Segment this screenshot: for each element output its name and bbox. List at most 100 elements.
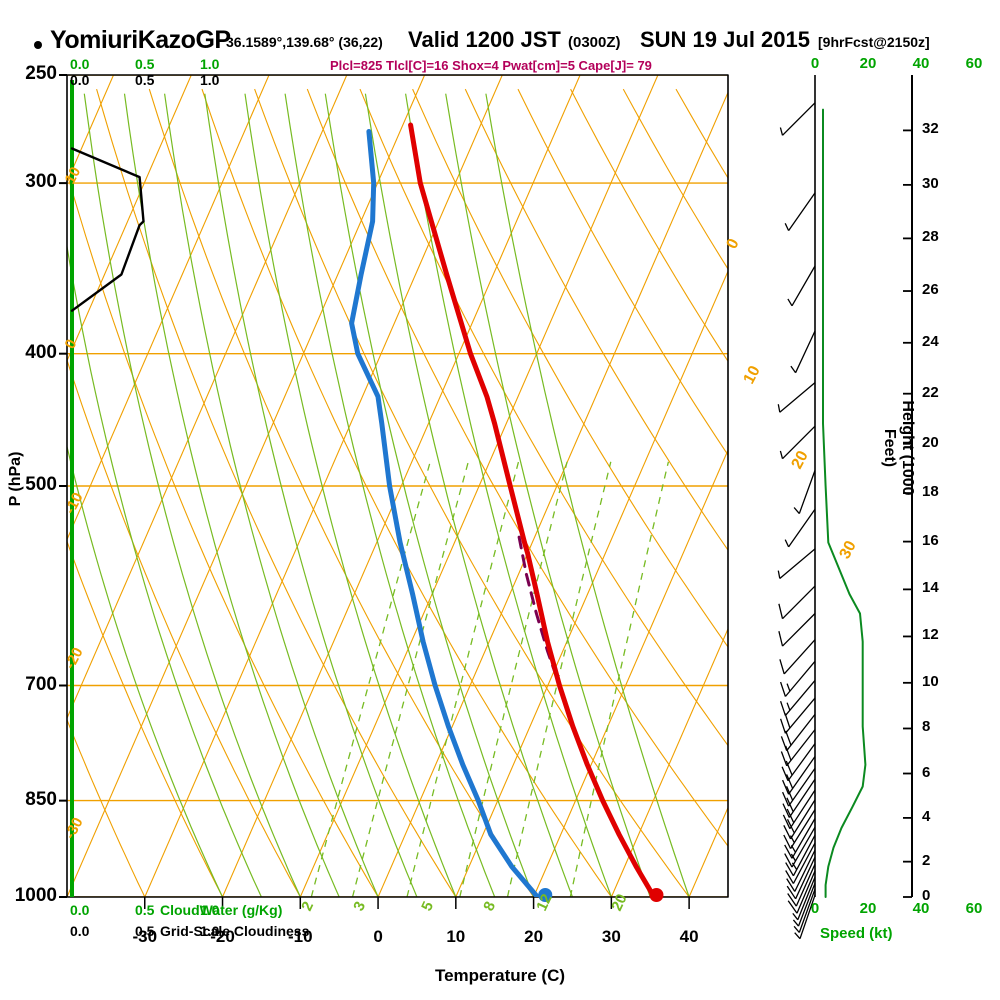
dry-adiabat-100 [570, 88, 728, 363]
saturated-adiabat-0 [164, 93, 379, 897]
saturated-adiabat-25 [364, 93, 574, 897]
wind-barb-shaft [797, 882, 816, 927]
temperature-curve [408, 122, 657, 897]
wind-barb-shaft [789, 789, 816, 830]
cloudiness-tick-bottom-2: 1.0 [200, 923, 220, 939]
wind-barb-shaft [798, 470, 816, 514]
wind-barb-full [782, 803, 790, 818]
wind-barb-shaft [791, 265, 816, 307]
dry-adiabat-50 [306, 88, 728, 847]
mixing-ratio-label-3: 3 [350, 899, 369, 914]
wind-barb-full [778, 603, 784, 619]
wind-barb-full [779, 718, 787, 734]
dry-adiabat-150 [834, 89, 1000, 897]
temperature-tick-0: 0 [373, 927, 383, 946]
isotherm-10 [455, 269, 728, 897]
height-tick-label-20: 20 [922, 433, 939, 451]
wind-barb-shaft [796, 870, 816, 914]
speed-axis-title: Speed (kt) [820, 925, 893, 942]
wind-barb-half [787, 298, 793, 307]
wind-barb-full [784, 844, 793, 859]
mixing-ratio-20 [569, 461, 670, 897]
wind-barb-full [786, 797, 794, 812]
wind-barb-full [785, 730, 792, 746]
wind-barb-full [785, 745, 792, 761]
station-coordinates: 36.1589°,139.68° (36,22) [226, 34, 383, 50]
wind-barb-shaft [797, 876, 816, 921]
temperature-tick-40: 40 [679, 927, 699, 946]
cloudiness-tick-top-0: 0.0 [70, 72, 90, 88]
cloudwater-tick-bottom-1: 0.5 [135, 902, 155, 918]
wind-barb-full [779, 659, 785, 675]
wind-barb-full [785, 862, 794, 877]
wind-barb-shaft [779, 382, 816, 413]
speed-tick-top-20: 20 [859, 55, 877, 72]
wind-barb-full [783, 825, 792, 840]
height-tick-label-28: 28 [922, 228, 939, 246]
saturated-adiabat-40 [485, 93, 690, 897]
saturated-adiabat-35 [445, 93, 651, 897]
pressure-tick-850: 850 [25, 788, 57, 810]
wind-barb-half [789, 835, 795, 844]
mixing-ratio-label-8: 8 [480, 899, 499, 914]
isotherm--70 [67, 75, 192, 363]
height-tick-label-26: 26 [922, 281, 939, 299]
wind-barb-shaft [786, 714, 816, 752]
wind-barb-half [777, 570, 781, 579]
valid-date: SUN 19 Jul 2015 [640, 27, 810, 52]
dry-adiabat-70 [412, 88, 728, 648]
height-tick-label-2: 2 [922, 851, 931, 869]
wind-barb-shaft [798, 888, 816, 933]
station-marker-icon [34, 41, 42, 49]
height-tick-label-12: 12 [922, 626, 939, 644]
mixing-ratio-label-2: 2 [298, 899, 317, 914]
wind-speed-curve [822, 108, 867, 898]
sat-adiabat-label-10: 10 [741, 363, 764, 387]
height-tick-label-10: 10 [922, 672, 939, 690]
mixing-ratio-label-5: 5 [418, 899, 437, 914]
saturated-adiabat-15 [284, 93, 496, 897]
cloudiness-axis-title: Grid-Scale Cloudiness [160, 923, 310, 939]
speed-tick-bottom-60: 60 [965, 900, 983, 917]
isotherm-0 [377, 91, 728, 897]
mixing-ratio-label-20: 20 [608, 891, 630, 913]
temperature-tick-10: 10 [446, 927, 466, 946]
wind-barb-full [787, 893, 797, 907]
sat-adiabat-label-0: 0 [724, 236, 743, 252]
wind-barb-shaft [788, 508, 816, 548]
parcel-trajectory [517, 535, 561, 687]
pressure-tick-500: 500 [25, 474, 57, 495]
wind-barb-full [787, 900, 798, 914]
wind-barb-shaft [782, 102, 816, 136]
wind-barb-full [782, 814, 791, 829]
dry-adiabat--20 [67, 539, 223, 897]
speed-tick-bottom-40: 40 [912, 900, 930, 917]
wind-barb-shaft [782, 425, 816, 460]
surface-dewpoint-dot [538, 888, 553, 902]
wind-barb-half [792, 912, 799, 921]
wind-barb-half [794, 932, 801, 940]
station-name: YomiuriKazoGP [50, 26, 231, 54]
height-tick-label-18: 18 [922, 483, 939, 501]
wind-barb-half [790, 365, 797, 374]
isotherm--40 [67, 75, 426, 897]
wind-barb-half [779, 450, 784, 459]
cloudiness-tick-bottom-0: 0.0 [70, 923, 90, 939]
wind-barb-half [786, 702, 791, 711]
height-tick-label-24: 24 [922, 332, 939, 350]
wind-barb-half [784, 223, 790, 231]
saturated-adiabat-30 [405, 93, 612, 897]
dry-adiabat-label-10: 10 [62, 164, 85, 187]
saturated-adiabat--5 [123, 93, 340, 897]
wind-barb-full [780, 736, 788, 751]
temperature-axis-title: Temperature (C) [434, 966, 566, 985]
isotherm--50 [67, 75, 348, 720]
wind-barb-shaft [791, 826, 816, 868]
wind-barb-shaft [786, 729, 816, 767]
wind-barb-shaft [792, 842, 816, 884]
saturated-adiabat--20 [67, 444, 224, 897]
cloudiness-tick-top-2: 1.0 [200, 72, 220, 88]
wind-barb-shaft [795, 330, 816, 373]
grid-layer [67, 75, 1000, 897]
